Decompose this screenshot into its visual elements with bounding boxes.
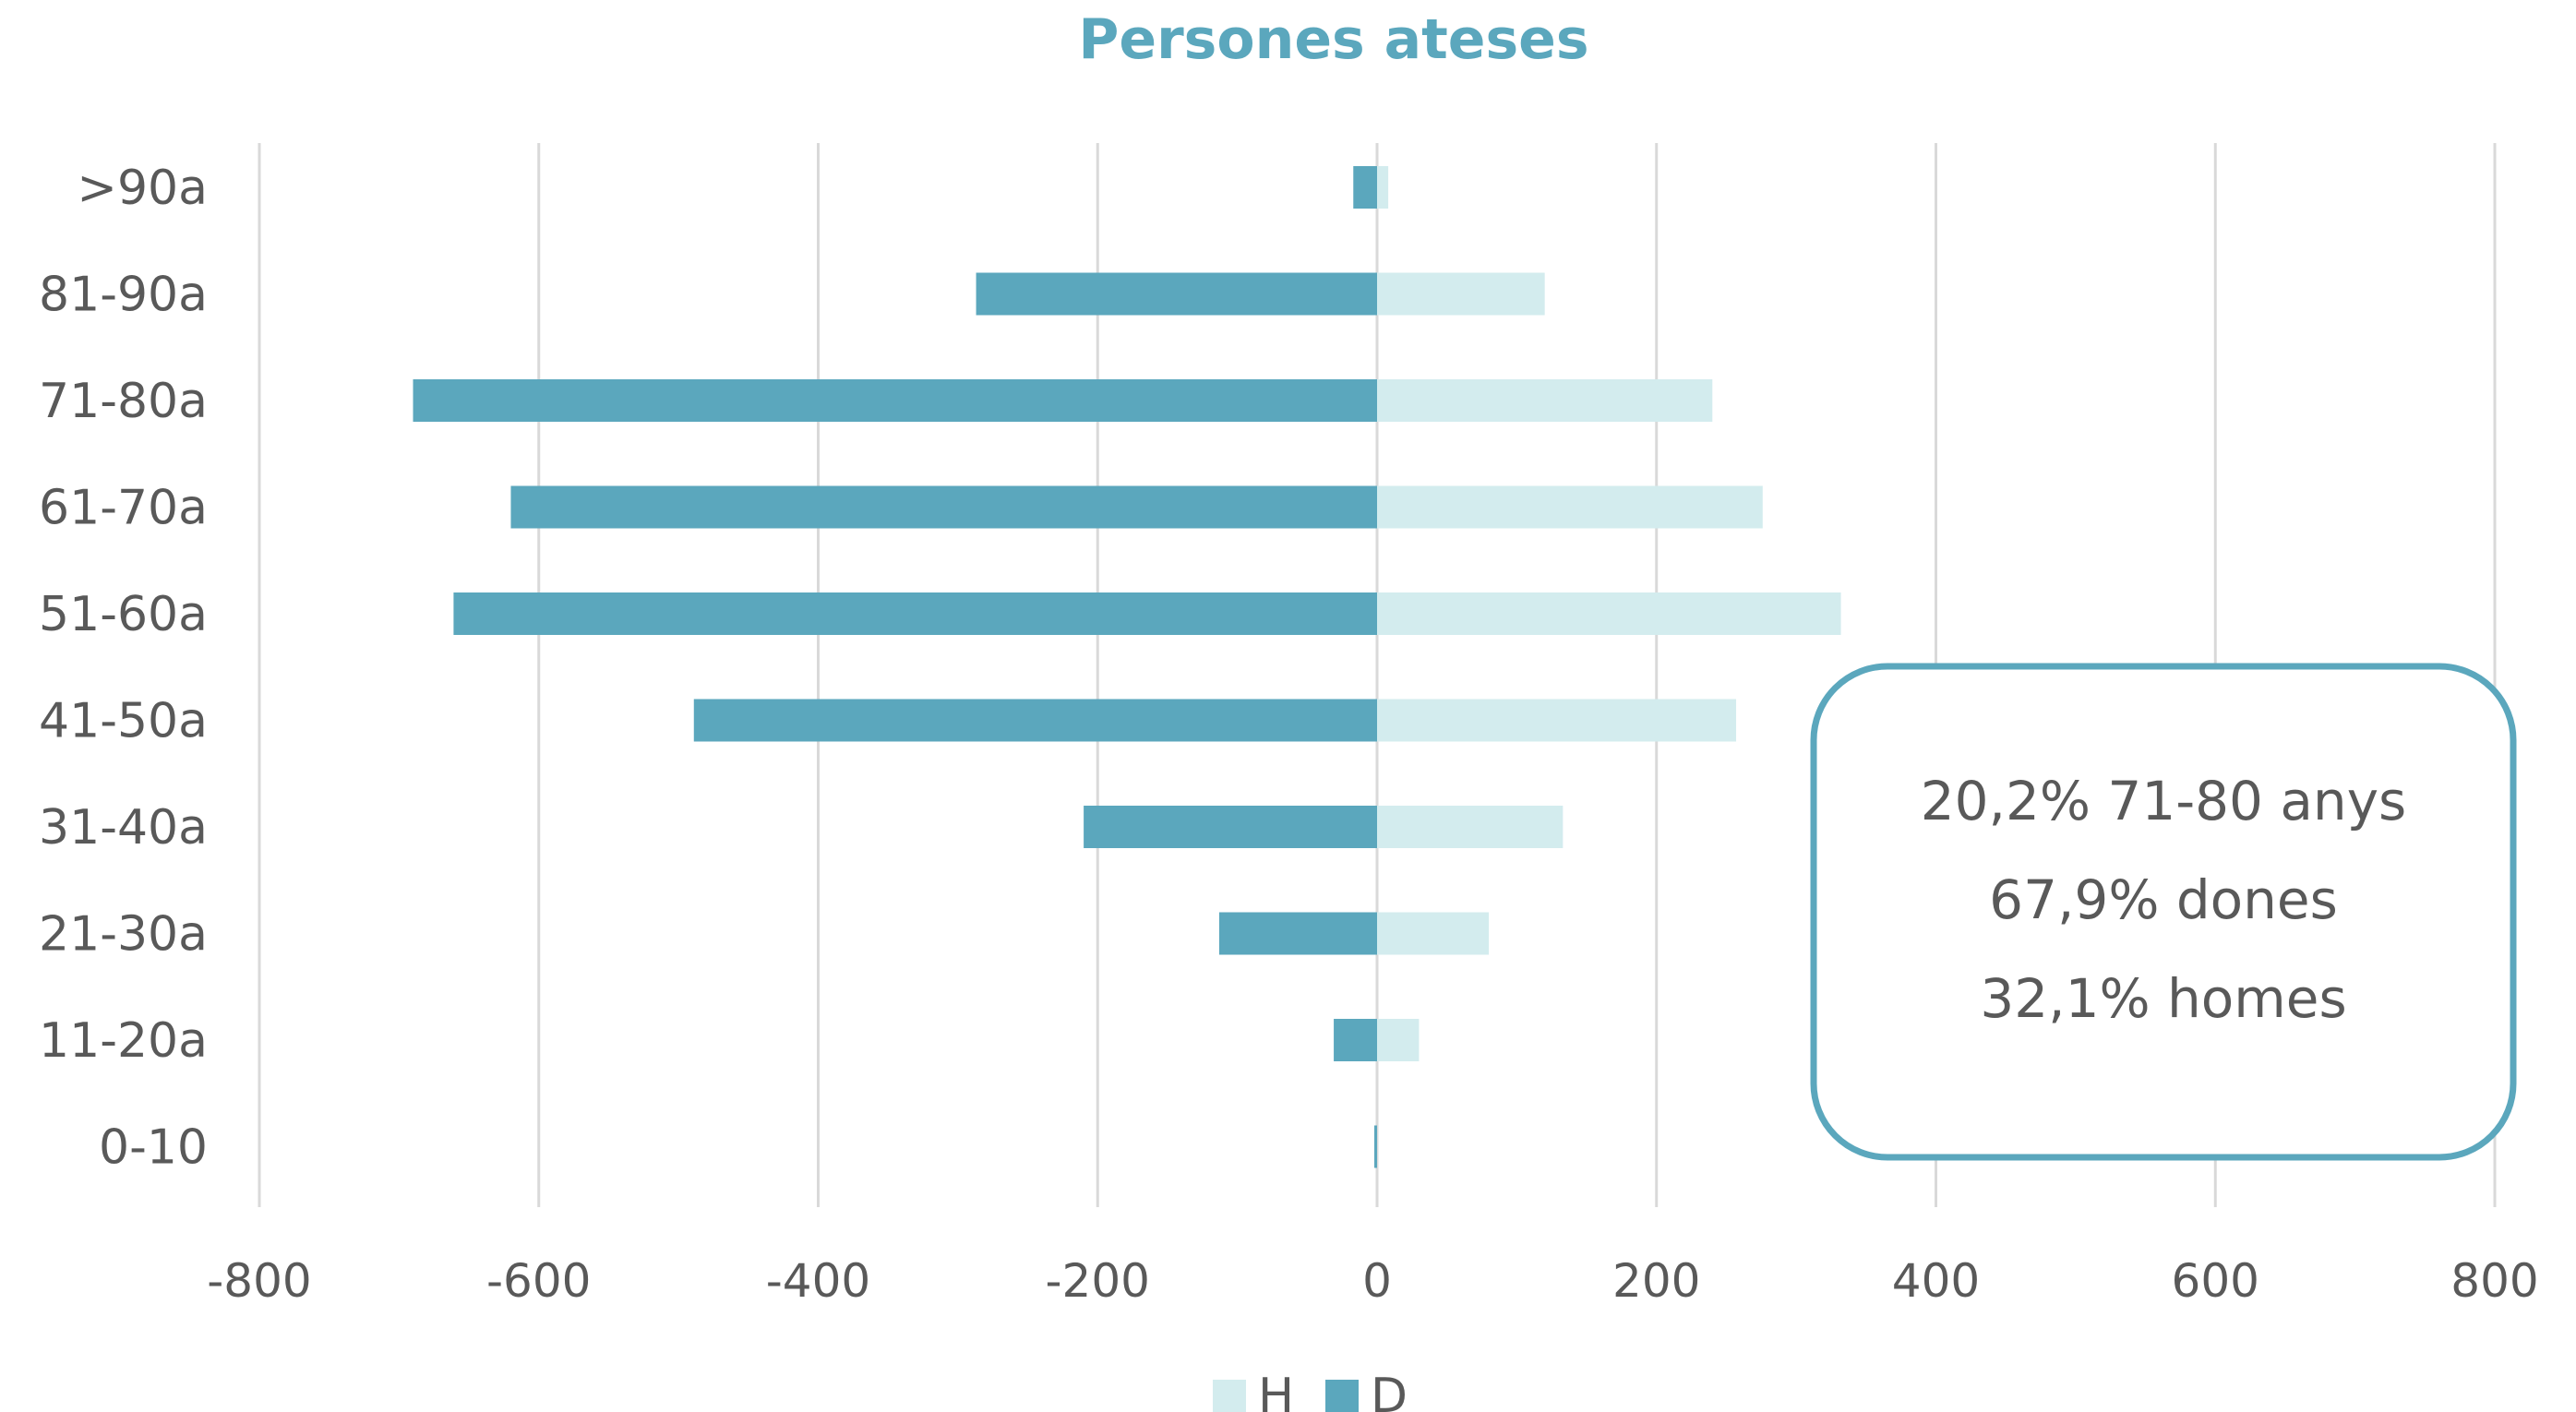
x-tick-label: -200: [1046, 1254, 1150, 1308]
legend-swatch-d: [1325, 1380, 1359, 1412]
bar-d: [510, 485, 1377, 529]
bar-d: [1334, 1019, 1377, 1061]
x-tick-label: -600: [486, 1254, 591, 1308]
x-tick-label: 600: [2172, 1254, 2259, 1308]
y-tick-label: 71-80a: [39, 374, 208, 429]
legend-label-h: H: [1258, 1369, 1294, 1412]
bar-d: [693, 699, 1377, 742]
y-tick-label: >90a: [77, 161, 208, 216]
x-tick-label: 400: [1892, 1254, 1980, 1308]
y-tick-label: 61-70a: [39, 481, 208, 536]
bar-d: [1353, 166, 1377, 209]
y-axis-labels: >90a 81-90a 71-80a 61-70a 51-60a 41-50a 31-40a…: [39, 161, 208, 1176]
legend-label-d: D: [1371, 1369, 1408, 1412]
x-tick-label: 0: [1362, 1254, 1392, 1308]
bar-h: [1377, 485, 1763, 529]
bar-h: [1377, 592, 1841, 635]
y-tick-label: 21-30a: [39, 907, 208, 963]
bar-d: [453, 592, 1377, 635]
y-tick-label: 11-20a: [39, 1013, 208, 1069]
x-axis-labels: -800 -600 -400 -200 0 200 400 600 800: [207, 1254, 2538, 1308]
y-tick-label: 51-60a: [39, 587, 208, 642]
annotation-box-border: [1810, 663, 2517, 1161]
annotation-box: 20,2% 71-80 anys 67,9% dones 32,1% homes: [1810, 663, 2517, 1161]
legend-swatch-h: [1213, 1380, 1246, 1412]
bar-h: [1377, 272, 1545, 316]
bar-d: [1373, 1125, 1377, 1168]
annotation-line: 32,1% homes: [1980, 967, 2346, 1030]
bar-h: [1377, 912, 1490, 955]
bar-h: [1377, 166, 1389, 209]
bar-d: [413, 379, 1378, 422]
x-tick-label: -800: [207, 1254, 311, 1308]
annotation-line: 20,2% 71-80 anys: [1921, 770, 2407, 832]
x-tick-label: 200: [1612, 1254, 1700, 1308]
bars: [413, 166, 1841, 1168]
gridlines: [258, 143, 2497, 1207]
annotation-line: 67,9% dones: [1989, 868, 2338, 931]
bar-d: [1218, 912, 1377, 955]
y-tick-label: 41-50a: [39, 694, 208, 749]
x-tick-label: -400: [766, 1254, 870, 1308]
bar-d: [976, 272, 1377, 316]
bar-h: [1377, 699, 1737, 742]
bar-d: [1084, 806, 1377, 848]
y-tick-label: 81-90a: [39, 268, 208, 323]
x-tick-label: 800: [2450, 1254, 2538, 1308]
y-tick-label: 31-40a: [39, 800, 208, 856]
bar-h: [1377, 806, 1564, 848]
bar-h: [1377, 1019, 1420, 1061]
y-tick-label: 0-10: [99, 1120, 208, 1176]
chart-title: Persones ateses: [1078, 7, 1588, 72]
bar-h: [1377, 379, 1713, 422]
